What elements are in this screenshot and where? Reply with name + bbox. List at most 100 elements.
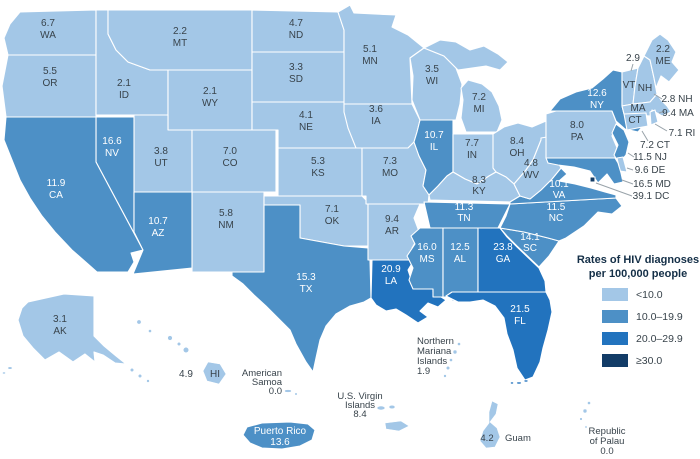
ak-island: [129, 367, 135, 373]
state-nm: [191, 191, 265, 273]
label-la-abbr: LA: [385, 276, 398, 287]
florida-keys: [510, 379, 529, 385]
label-pa-abbr: PA: [571, 132, 584, 143]
state-ct: [623, 112, 649, 131]
label-mi-value: 7.2: [472, 92, 486, 103]
palau-island: [579, 417, 583, 421]
label-ms-abbr: MS: [420, 254, 435, 265]
label-az-value: 10.7: [148, 216, 168, 227]
territory-labels: American Samoa 0.0 Northern Mariana Isla…: [242, 336, 626, 457]
label-co-abbr: CO: [223, 158, 238, 169]
label-fl-value: 21.5: [510, 304, 530, 315]
label-nm-abbr: NM: [218, 220, 234, 231]
label-northern-mariana-name: Northern: [417, 336, 454, 347]
palau-island: [582, 408, 588, 414]
leader-ct: [641, 130, 649, 142]
usvi-island-st-john: [388, 404, 396, 410]
label-nd-value: 4.7: [289, 18, 303, 29]
label-ak-abbr: AK: [53, 326, 67, 337]
label-ri-callout: 7.1 RI: [669, 128, 696, 139]
label-nj-callout: 11.5 NJ: [633, 152, 667, 163]
label-nh-callout: 2.8 NH: [661, 94, 692, 105]
label-va-value: 10.1: [549, 179, 569, 190]
legend-label-10-19: 10.0–19.9: [636, 311, 683, 323]
label-ak-value: 3.1: [53, 314, 67, 325]
legend-swatch-10-19: [602, 310, 628, 323]
territory-palau: [579, 401, 591, 429]
label-guam-value: 4.2: [480, 433, 493, 444]
label-nv-value: 16.6: [102, 136, 122, 147]
territory-puerto-rico: [242, 421, 316, 450]
usvi-island-st-thomas: [376, 405, 386, 411]
state-ca: [3, 116, 144, 273]
label-pa-value: 8.0: [570, 120, 584, 131]
label-ca-abbr: CA: [49, 190, 63, 201]
label-in-value: 7.7: [465, 138, 479, 149]
label-md-callout: 16.5 MD: [633, 179, 671, 190]
label-nv-abbr: NV: [105, 148, 119, 159]
label-ar-abbr: AR: [385, 226, 399, 237]
hi-island-oahu: [167, 335, 173, 341]
hi-island: [148, 329, 152, 333]
leader-vt: [630, 63, 634, 72]
label-az-abbr: AZ: [152, 228, 165, 239]
label-mn-abbr: MN: [362, 56, 378, 67]
label-va-abbr: VA: [553, 190, 566, 201]
label-nc-abbr: NC: [549, 213, 563, 224]
label-ut-abbr: UT: [154, 158, 167, 169]
label-ma-abbr: MA: [631, 103, 646, 114]
state-ak-group: [2, 293, 150, 383]
label-fl-abbr: FL: [514, 316, 526, 327]
label-il-abbr: IL: [430, 142, 439, 153]
state-ri: [649, 109, 659, 126]
label-northern-mariana-name: Islands: [417, 356, 447, 367]
mariana-island: [445, 365, 451, 371]
leader-nj: [627, 152, 635, 158]
label-nh-abbr: NH: [638, 83, 652, 94]
label-nm-value: 5.8: [219, 208, 233, 219]
label-la-value: 20.9: [381, 264, 401, 275]
label-ut-value: 3.8: [154, 146, 168, 157]
label-wi-value: 3.5: [425, 64, 439, 75]
label-wy-value: 2.1: [203, 86, 217, 97]
label-ky-abbr: KY: [472, 186, 486, 197]
label-oh-value: 8.4: [510, 136, 524, 147]
label-american-samoa-value: 0.0: [269, 386, 282, 397]
label-in-abbr: IN: [467, 150, 477, 161]
legend-swatch-lt10: [602, 288, 628, 301]
label-ga-abbr: GA: [496, 254, 511, 265]
mariana-island: [449, 358, 453, 362]
label-palau-name: Republic: [589, 426, 626, 437]
label-or-value: 5.5: [43, 66, 57, 77]
legend-label-lt10: <10.0: [636, 289, 663, 301]
palau-island: [584, 425, 588, 429]
fl-key: [523, 379, 529, 383]
label-usvi-value: 8.4: [353, 409, 366, 420]
label-al-value: 12.5: [450, 242, 470, 253]
state-mi-upper-peninsula: [423, 39, 509, 71]
states-layer: [1, 4, 680, 381]
aleutian-island: [2, 371, 6, 375]
label-mn-value: 5.1: [363, 44, 377, 55]
territory-us-virgin-islands: [376, 404, 410, 432]
legend-label-gte30: ≥30.0: [636, 355, 662, 367]
hi-island-molokai: [176, 341, 182, 347]
leader-md: [621, 179, 634, 185]
label-ny-abbr: NY: [590, 100, 604, 111]
territory-guam: [479, 400, 501, 449]
label-american-samoa-name: Samoa: [252, 377, 283, 388]
label-ia-value: 3.6: [369, 104, 383, 115]
label-id-value: 2.1: [117, 78, 131, 89]
label-hi-value: 4.9: [179, 369, 193, 380]
label-palau-value: 0.0: [600, 446, 613, 457]
callouts: 2.9 2.8 NH 9.4 MA 7.1 RI 7.2 CT 11.5 NJ …: [595, 53, 696, 202]
usvi-island-st-croix: [384, 420, 410, 432]
label-nc-value: 11.5: [547, 202, 566, 213]
territory-american-samoa: [284, 389, 298, 396]
label-id-abbr: ID: [119, 90, 129, 101]
label-sd-abbr: SD: [289, 74, 303, 85]
label-ms-value: 16.0: [417, 242, 437, 253]
label-tx-abbr: TX: [300, 284, 313, 295]
